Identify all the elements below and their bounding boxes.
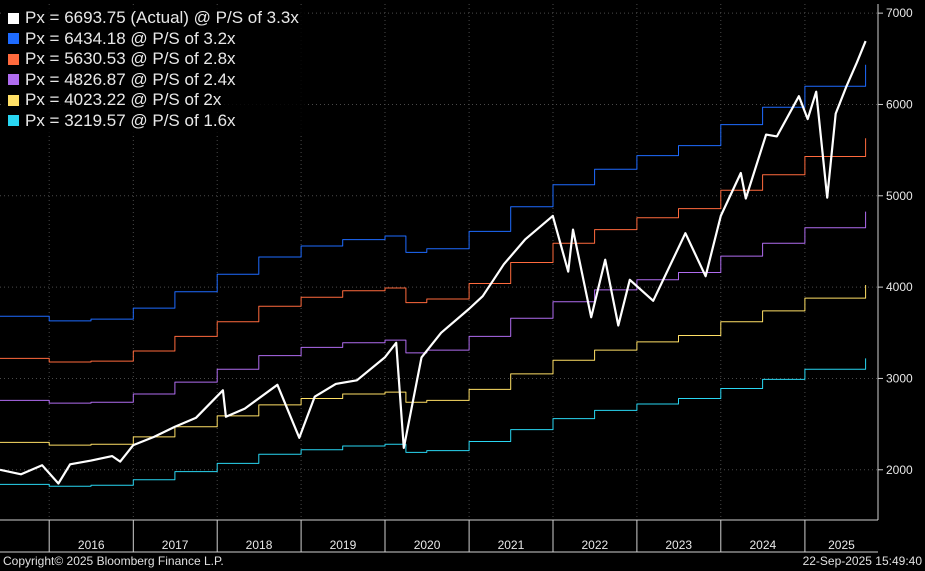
legend-item: Px = 3219.57 @ P/S of 1.6x	[8, 111, 299, 132]
legend-swatch	[8, 53, 19, 65]
legend-item: Px = 4826.87 @ P/S of 2.4x	[8, 70, 299, 91]
legend-item: Px = 4023.22 @ P/S of 2x	[8, 90, 299, 111]
x-tick-label: 2021	[498, 538, 525, 552]
x-tick-label: 2017	[162, 538, 189, 552]
legend-label: Px = 3219.57 @ P/S of 1.6x	[25, 110, 236, 130]
legend-label: Px = 4023.22 @ P/S of 2x	[25, 90, 222, 110]
legend: Px = 6693.75 (Actual) @ P/S of 3.3x Px = …	[4, 6, 305, 135]
x-tick-label: 2024	[749, 538, 776, 552]
series-line-ps-band	[0, 358, 867, 487]
y-tick-label: 3000	[886, 371, 913, 385]
legend-swatch	[8, 74, 19, 86]
legend-label: Px = 6434.18 @ P/S of 3.2x	[25, 28, 236, 48]
x-tick-label: 2023	[665, 538, 692, 552]
y-tick-label: 2000	[886, 463, 913, 477]
legend-swatch	[8, 94, 19, 106]
series-line-actual	[0, 40, 867, 485]
legend-swatch	[8, 12, 19, 24]
legend-label: Px = 4826.87 @ P/S of 2.4x	[25, 69, 236, 89]
y-tick-label: 7000	[886, 6, 913, 20]
x-tick-label: 2020	[414, 538, 441, 552]
series-line-ps-band	[0, 138, 867, 363]
legend-label: Px = 5630.53 @ P/S of 2.8x	[25, 49, 236, 69]
legend-item: Px = 6434.18 @ P/S of 3.2x	[8, 29, 299, 50]
timestamp-text: 22-Sep-2025 15:49:40	[802, 554, 922, 568]
y-tick-label: 6000	[886, 97, 913, 111]
legend-item: Px = 6693.75 (Actual) @ P/S of 3.3x	[8, 8, 299, 29]
series-line-ps-band	[0, 285, 867, 446]
copyright-text: Copyright© 2025 Bloomberg Finance L.P.	[3, 554, 224, 568]
legend-swatch	[8, 115, 19, 127]
series-line-ps-band	[0, 64, 867, 322]
legend-swatch	[8, 33, 19, 45]
y-tick-label: 4000	[886, 280, 913, 294]
series-layer	[0, 40, 867, 487]
legend-label: Px = 6693.75 (Actual) @ P/S of 3.3x	[25, 8, 299, 28]
x-tick-label: 2018	[246, 538, 273, 552]
x-tick-label: 2022	[581, 538, 608, 552]
axes: 2000 3000 4000 5000 6000 7000 2016 2017 2018 2019…	[0, 4, 913, 553]
x-tick-label: 2019	[330, 538, 357, 552]
legend-item: Px = 5630.53 @ P/S of 2.8x	[8, 49, 299, 70]
x-tick-label: 2025	[828, 538, 855, 552]
series-line-ps-band	[0, 211, 867, 404]
y-tick-label: 5000	[886, 189, 913, 203]
x-tick-label: 2016	[78, 538, 105, 552]
